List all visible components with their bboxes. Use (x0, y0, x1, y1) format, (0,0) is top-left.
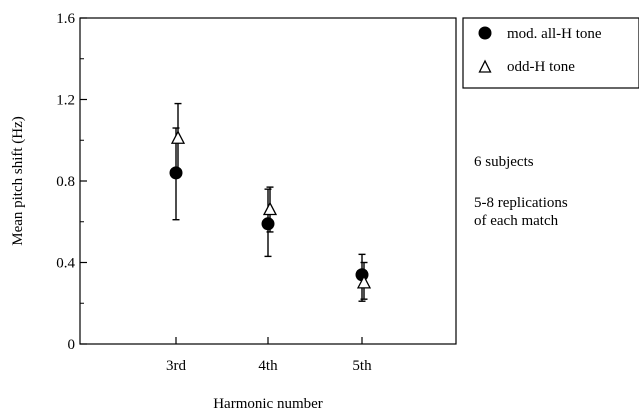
y-tick-label: 1.2 (56, 93, 75, 109)
series-layer (169, 102, 372, 302)
data-point-odd-h (356, 274, 372, 289)
legend-marker-circle (478, 26, 492, 40)
y-axis: 0 0.4 0.8 1.2 1.6 (56, 11, 87, 353)
y-tick-label: 0.8 (56, 174, 75, 190)
legend-label-odd-h: odd-H tone (507, 59, 575, 75)
data-point-odd-h (170, 130, 186, 144)
data-point-all-h (169, 166, 183, 180)
legend-box (462, 17, 639, 89)
y-tick-label: 1.6 (56, 11, 75, 27)
legend-marker-triangle (478, 59, 492, 73)
x-axis: 3rd 4th 5th (166, 337, 372, 374)
x-tick-label: 5th (352, 358, 372, 374)
plot-frame (79, 17, 457, 345)
y-tick-label: 0.4 (56, 256, 75, 272)
x-axis-title: Harmonic number (213, 396, 323, 412)
legend: mod. all-H tone odd-H tone (462, 17, 639, 89)
legend-label-all-h: mod. all-H tone (507, 26, 602, 42)
annotation-each-match: of each match (474, 213, 559, 229)
x-tick-label: 3rd (166, 358, 186, 374)
x-tick-label: 4th (258, 358, 278, 374)
annotation-subjects: 6 subjects (474, 154, 534, 170)
y-axis-title: Mean pitch shift (Hz) (10, 116, 26, 246)
annotation-replications: 5-8 replications (474, 195, 568, 211)
data-point-odd-h (262, 201, 278, 216)
y-tick-label: 0 (68, 337, 76, 353)
data-point-all-h (261, 217, 275, 231)
